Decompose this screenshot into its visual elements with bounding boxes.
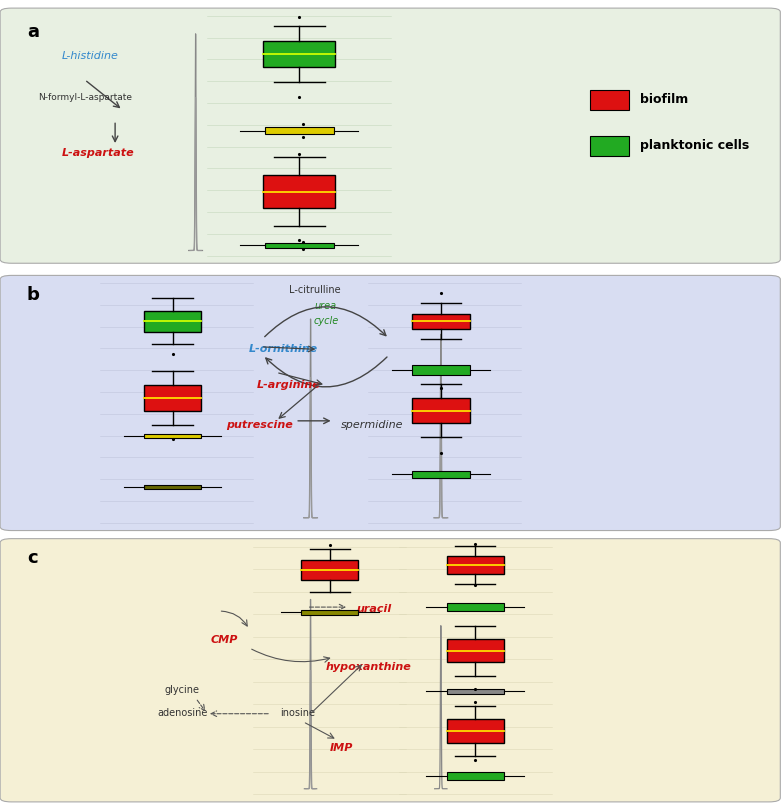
- FancyBboxPatch shape: [263, 175, 335, 208]
- Text: spermidine: spermidine: [341, 420, 404, 430]
- FancyBboxPatch shape: [264, 127, 333, 134]
- FancyBboxPatch shape: [590, 90, 629, 110]
- Text: IMP: IMP: [330, 743, 353, 752]
- Text: cycle: cycle: [314, 316, 339, 326]
- FancyBboxPatch shape: [0, 539, 780, 802]
- Text: hypoxanthine: hypoxanthine: [326, 663, 411, 672]
- Text: uracil: uracil: [357, 604, 392, 614]
- Text: putrescine: putrescine: [226, 420, 293, 430]
- FancyBboxPatch shape: [301, 561, 358, 580]
- Text: c: c: [27, 549, 38, 567]
- Text: N-formyl-L-aspartate: N-formyl-L-aspartate: [38, 93, 132, 102]
- Text: L-histidine
structure
(imidazole): L-histidine structure (imidazole): [447, 36, 489, 66]
- Text: L-histidine: L-histidine: [62, 51, 118, 61]
- Text: glycine: glycine: [165, 684, 200, 695]
- Text: urea: urea: [315, 301, 337, 310]
- FancyBboxPatch shape: [263, 41, 335, 66]
- Text: CMP: CMP: [211, 634, 239, 645]
- Text: L-aspartate: L-aspartate: [62, 148, 134, 158]
- FancyBboxPatch shape: [412, 398, 469, 424]
- FancyBboxPatch shape: [447, 603, 504, 611]
- FancyBboxPatch shape: [447, 556, 504, 573]
- FancyBboxPatch shape: [144, 485, 201, 489]
- Text: adenosine: adenosine: [157, 708, 208, 718]
- FancyBboxPatch shape: [447, 638, 504, 663]
- Text: biofilm: biofilm: [640, 93, 688, 106]
- FancyBboxPatch shape: [144, 385, 201, 411]
- Text: b: b: [27, 286, 40, 304]
- FancyBboxPatch shape: [144, 311, 201, 331]
- Text: inosine: inosine: [280, 708, 315, 718]
- FancyBboxPatch shape: [144, 434, 201, 438]
- Text: planktonic cells: planktonic cells: [640, 139, 749, 152]
- FancyBboxPatch shape: [590, 135, 629, 156]
- FancyBboxPatch shape: [412, 471, 469, 478]
- Text: L-ornithine: L-ornithine: [249, 344, 318, 354]
- FancyBboxPatch shape: [301, 610, 358, 615]
- FancyBboxPatch shape: [412, 313, 469, 329]
- Text: a: a: [27, 23, 39, 41]
- FancyBboxPatch shape: [264, 243, 333, 248]
- FancyBboxPatch shape: [0, 8, 780, 263]
- FancyBboxPatch shape: [412, 364, 469, 375]
- FancyBboxPatch shape: [447, 772, 504, 779]
- FancyBboxPatch shape: [447, 689, 504, 693]
- FancyBboxPatch shape: [447, 719, 504, 743]
- FancyBboxPatch shape: [0, 275, 780, 531]
- Text: L-citrulline: L-citrulline: [289, 285, 340, 296]
- Text: L-arginine: L-arginine: [256, 380, 321, 390]
